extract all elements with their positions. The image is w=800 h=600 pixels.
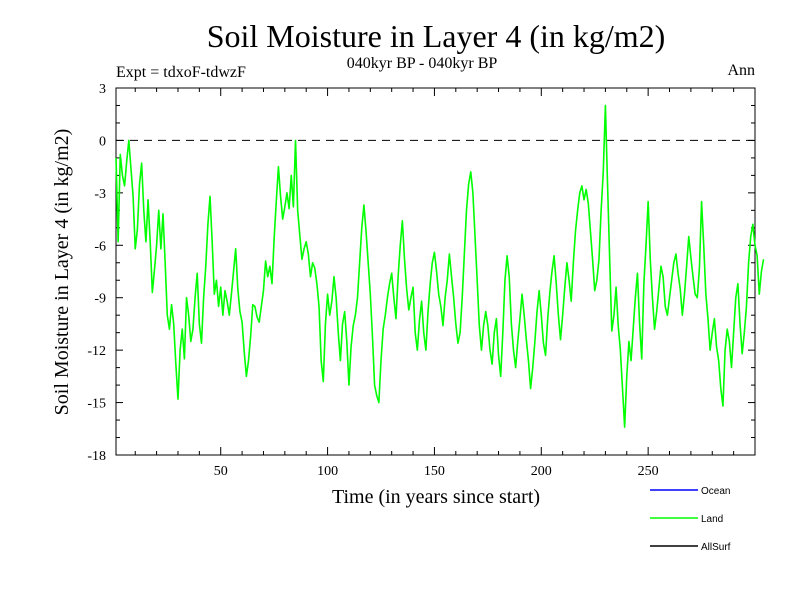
y-tick-label: -18 xyxy=(87,449,106,464)
legend-item-land: Land xyxy=(650,514,723,525)
legend-item-allsurf: AllSurf xyxy=(650,542,731,553)
legend-item-ocean: Ocean xyxy=(650,486,730,497)
x-axis: 50 100 150 200 250 xyxy=(134,88,735,479)
y-tick-label: 3 xyxy=(99,82,106,97)
x-tick-label: 50 xyxy=(214,464,228,479)
y-tick-label: -3 xyxy=(94,187,106,202)
x-tick-label: 200 xyxy=(531,464,552,479)
plot-frame xyxy=(115,87,756,456)
y-tick-label: -15 xyxy=(87,397,106,412)
x-tick-label: 150 xyxy=(424,464,445,479)
chart-subtitle: 040kyr BP - 040kyr BP xyxy=(347,55,498,72)
legend: Ocean Land AllSurf xyxy=(650,486,731,553)
chart-title: Soil Moisture in Layer 4 (in kg/m2) xyxy=(207,18,666,54)
x-tick-label: 250 xyxy=(638,464,659,479)
y-axis: 3 0 -3 -6 -9 -12 -15 -18 xyxy=(87,82,755,464)
experiment-label: Expt = tdxoF-tdwzF xyxy=(116,64,246,81)
legend-label-ocean: Ocean xyxy=(701,486,730,497)
legend-label-land: Land xyxy=(701,514,723,525)
y-tick-label: -12 xyxy=(87,344,106,359)
y-axis-label: Soil Moisture in Layer 4 (in kg/m2) xyxy=(51,129,73,416)
y-tick-label: -6 xyxy=(94,239,106,254)
series-layer xyxy=(115,104,765,428)
series-line-land xyxy=(115,104,765,428)
season-label: Ann xyxy=(727,62,755,79)
x-tick-label: 100 xyxy=(317,464,338,479)
legend-label-allsurf: AllSurf xyxy=(701,542,731,553)
x-axis-label: Time (in years since start) xyxy=(332,486,540,508)
y-tick-label: 0 xyxy=(99,134,106,149)
plot-area: 3 0 -3 -6 -9 -12 -15 -18 50 100 150 200 250 xyxy=(87,82,765,479)
y-tick-label: -9 xyxy=(94,292,106,307)
